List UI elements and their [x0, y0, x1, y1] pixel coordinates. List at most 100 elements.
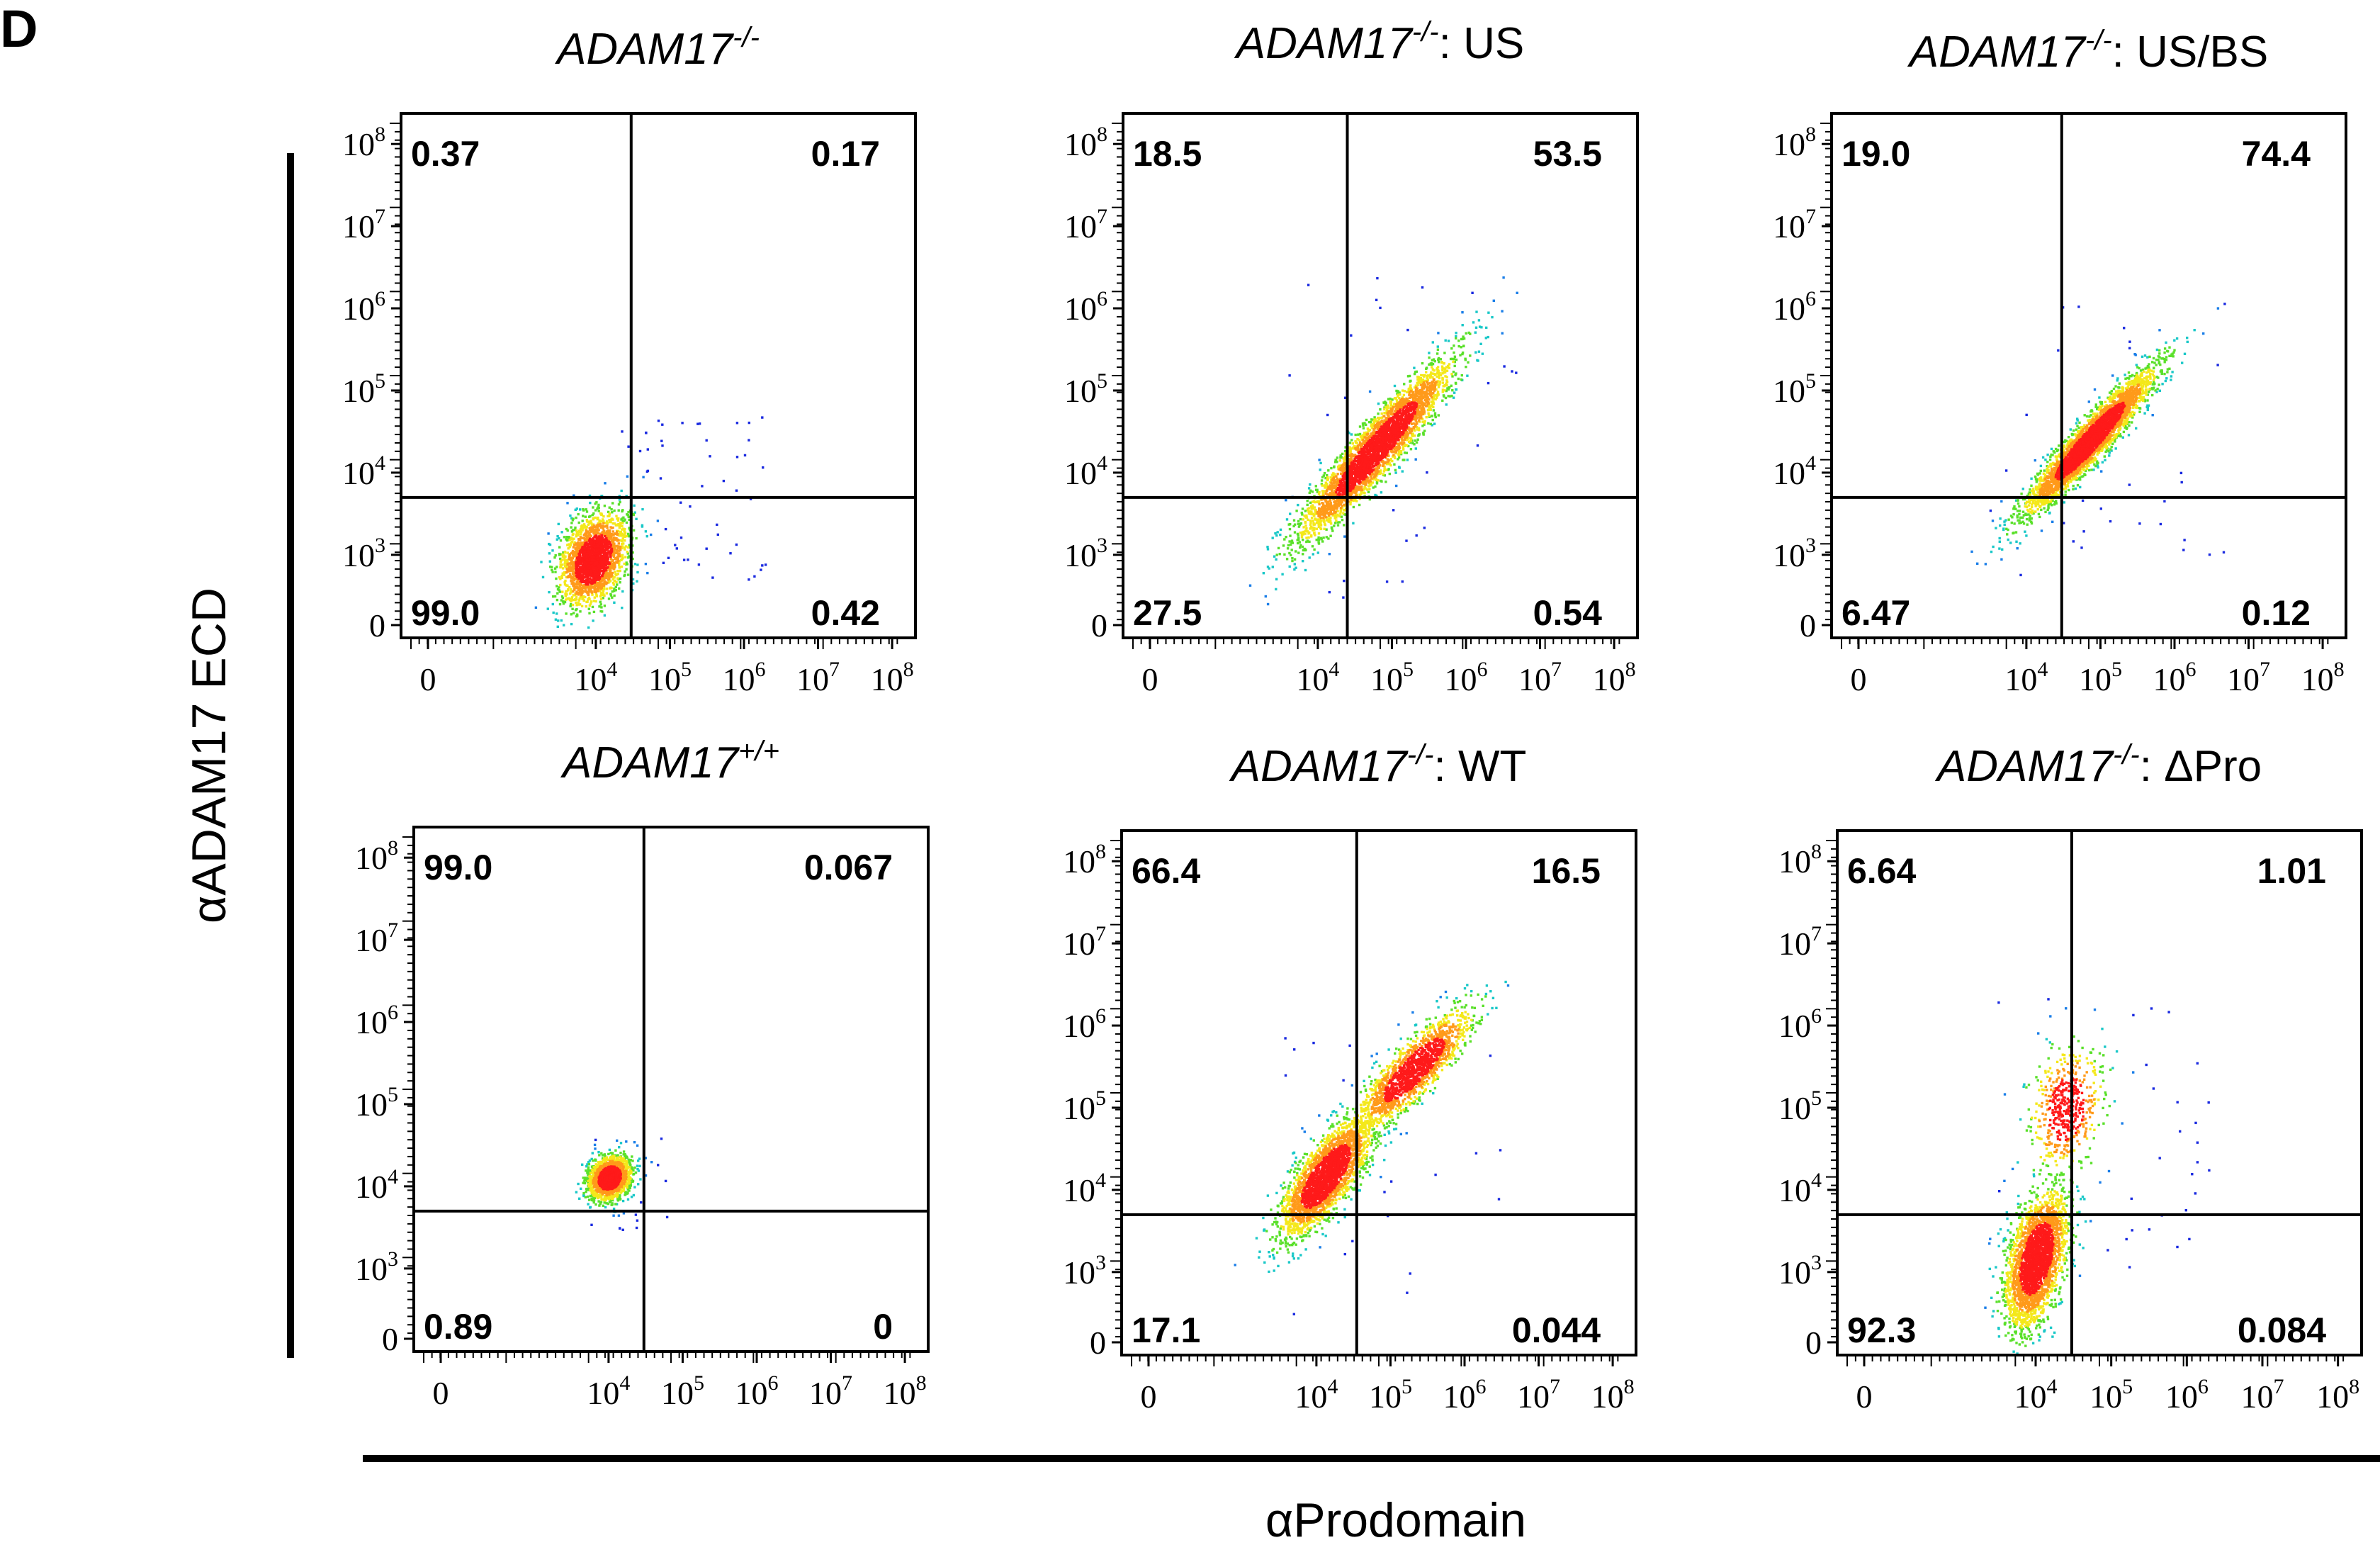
event-dot [615, 580, 618, 584]
event-dot [1375, 468, 1378, 471]
event-dot [1416, 376, 1419, 378]
event-dot [604, 563, 607, 567]
event-dot [1326, 502, 1329, 505]
event-dot [607, 515, 609, 517]
event-dot [611, 551, 615, 554]
event-dot [1447, 364, 1450, 368]
event-dot [1288, 374, 1291, 377]
event-dot [1309, 483, 1312, 486]
event-dot [604, 533, 607, 536]
event-dot [547, 532, 550, 535]
event-dot [592, 518, 595, 521]
event-dot [561, 567, 565, 570]
event-dot [1441, 391, 1444, 393]
event-dot [1331, 483, 1334, 486]
event-dot [606, 527, 609, 529]
event-dot [1366, 480, 1369, 483]
event-dot [585, 585, 588, 588]
event-dot [1417, 428, 1421, 432]
event-dot [573, 494, 575, 497]
event-dot [592, 546, 595, 549]
event-dot [1402, 389, 1404, 392]
event-dot [1476, 444, 1479, 447]
event-dot [585, 605, 587, 608]
event-dot [587, 546, 590, 549]
event-dot [621, 524, 624, 528]
event-dot [626, 552, 629, 555]
event-dot [556, 592, 559, 595]
event-dot [1370, 423, 1373, 426]
event-dot [1375, 481, 1379, 484]
event-dot [1422, 391, 1425, 394]
event-dot [555, 585, 558, 588]
event-dot [1356, 444, 1360, 447]
event-dot [1310, 511, 1313, 514]
event-dot [548, 560, 551, 563]
event-dot [564, 555, 567, 558]
panel-title: ADAM17-/-: US [1234, 16, 1524, 68]
event-dot [1415, 370, 1418, 373]
event-dot [1316, 512, 1319, 515]
event-dot [1373, 420, 1377, 423]
event-dot [576, 578, 580, 582]
event-dot [1394, 408, 1397, 411]
event-dot [1416, 408, 1419, 411]
event-dot [1285, 518, 1289, 521]
event-dot [612, 576, 616, 579]
event-dot [1426, 408, 1430, 412]
event-dot [609, 549, 613, 552]
event-dot [1397, 442, 1399, 445]
event-dot [597, 561, 600, 564]
event-dot [1418, 419, 1421, 422]
event-dot [600, 520, 603, 523]
event-dot [1398, 391, 1401, 394]
event-dot [1431, 341, 1434, 344]
event-dot [602, 532, 605, 534]
event-dot [748, 578, 750, 581]
event-dot [1349, 492, 1353, 495]
event-dot [1407, 388, 1410, 391]
event-dot [565, 593, 568, 596]
event-dot [1408, 374, 1411, 378]
event-dot [1416, 402, 1420, 405]
event-dot [1423, 423, 1426, 426]
event-dot [576, 575, 579, 578]
event-dot [609, 592, 612, 596]
event-dot [1358, 451, 1360, 455]
event-dot [594, 529, 597, 532]
event-dot [1432, 384, 1435, 387]
event-dot [1355, 448, 1358, 451]
event-dot [622, 527, 625, 530]
event-dot [611, 559, 614, 563]
event-dot [1305, 516, 1308, 519]
event-dot [735, 543, 738, 546]
event-dot [1356, 446, 1359, 449]
event-dot [1309, 525, 1313, 529]
event-dot [1326, 493, 1329, 496]
event-dot [1466, 374, 1469, 377]
event-dot [621, 522, 624, 524]
event-dot [1384, 403, 1387, 405]
event-dot [735, 456, 739, 459]
event-dot [581, 529, 584, 532]
event-dot [682, 558, 686, 561]
event-dot [1371, 426, 1374, 429]
event-dot [623, 562, 626, 566]
event-dot [1365, 418, 1368, 422]
event-dot [1362, 488, 1365, 491]
event-dot [610, 534, 613, 536]
event-dot [1338, 515, 1341, 518]
event-dot [616, 569, 619, 573]
event-dot [1362, 482, 1365, 485]
event-dot [618, 566, 621, 569]
event-dot [1377, 416, 1380, 420]
event-dot [580, 531, 583, 534]
event-dot [611, 540, 614, 543]
event-dot [594, 600, 597, 603]
event-dot [579, 610, 582, 613]
event-dot [1408, 400, 1411, 403]
event-dot [578, 603, 582, 606]
event-dot [1413, 397, 1416, 400]
event-dot [616, 524, 619, 527]
event-dot [1300, 533, 1304, 536]
